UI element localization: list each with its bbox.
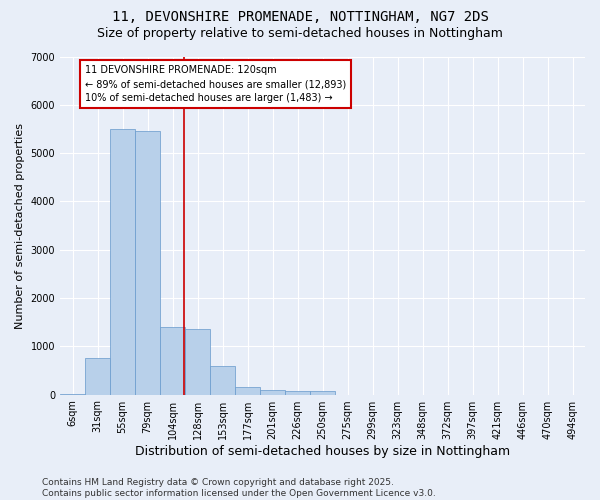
- Bar: [235, 388, 260, 394]
- Bar: [185, 330, 210, 394]
- Text: Contains HM Land Registry data © Crown copyright and database right 2025.
Contai: Contains HM Land Registry data © Crown c…: [42, 478, 436, 498]
- Text: 11, DEVONSHIRE PROMENADE, NOTTINGHAM, NG7 2DS: 11, DEVONSHIRE PROMENADE, NOTTINGHAM, NG…: [112, 10, 488, 24]
- Text: 11 DEVONSHIRE PROMENADE: 120sqm
← 89% of semi-detached houses are smaller (12,89: 11 DEVONSHIRE PROMENADE: 120sqm ← 89% of…: [85, 65, 346, 103]
- Bar: [260, 390, 285, 394]
- Bar: [110, 129, 135, 394]
- Bar: [160, 327, 185, 394]
- Y-axis label: Number of semi-detached properties: Number of semi-detached properties: [15, 122, 25, 328]
- Bar: [135, 132, 160, 394]
- Bar: [285, 390, 310, 394]
- Bar: [85, 358, 110, 394]
- Bar: [310, 390, 335, 394]
- X-axis label: Distribution of semi-detached houses by size in Nottingham: Distribution of semi-detached houses by …: [135, 444, 510, 458]
- Text: Size of property relative to semi-detached houses in Nottingham: Size of property relative to semi-detach…: [97, 28, 503, 40]
- Bar: [210, 366, 235, 394]
